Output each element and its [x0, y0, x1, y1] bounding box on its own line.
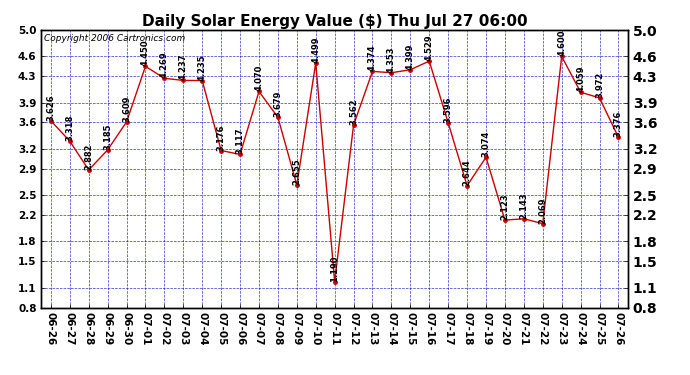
Text: 3.562: 3.562 — [349, 98, 358, 125]
Text: 4.237: 4.237 — [179, 54, 188, 80]
Text: 4.399: 4.399 — [406, 44, 415, 70]
Text: 3.117: 3.117 — [235, 128, 244, 154]
Text: 4.529: 4.529 — [425, 34, 434, 61]
Text: 4.450: 4.450 — [141, 40, 150, 66]
Title: Daily Solar Energy Value ($) Thu Jul 27 06:00: Daily Solar Energy Value ($) Thu Jul 27 … — [142, 14, 527, 29]
Text: 2.644: 2.644 — [462, 159, 471, 186]
Text: 2.655: 2.655 — [293, 158, 302, 185]
Text: 3.176: 3.176 — [217, 124, 226, 150]
Text: 2.143: 2.143 — [520, 192, 529, 219]
Text: 4.070: 4.070 — [255, 65, 264, 92]
Text: 4.353: 4.353 — [387, 46, 396, 73]
Text: 3.596: 3.596 — [444, 96, 453, 123]
Text: 4.374: 4.374 — [368, 45, 377, 71]
Text: 2.882: 2.882 — [84, 144, 93, 170]
Text: 4.059: 4.059 — [576, 66, 585, 92]
Text: 4.600: 4.600 — [558, 30, 566, 56]
Text: 3.185: 3.185 — [103, 123, 112, 150]
Text: 2.069: 2.069 — [538, 197, 547, 223]
Text: 3.679: 3.679 — [273, 91, 282, 117]
Text: 4.269: 4.269 — [160, 52, 169, 78]
Text: 3.376: 3.376 — [614, 111, 623, 137]
Text: 4.499: 4.499 — [311, 37, 320, 63]
Text: 3.318: 3.318 — [66, 115, 75, 141]
Text: 3.609: 3.609 — [122, 96, 131, 122]
Text: 4.235: 4.235 — [198, 54, 207, 81]
Text: 3.626: 3.626 — [46, 94, 55, 121]
Text: 3.074: 3.074 — [482, 131, 491, 157]
Text: 1.190: 1.190 — [330, 255, 339, 282]
Text: Copyright 2006 Cartronics.com: Copyright 2006 Cartronics.com — [44, 34, 186, 43]
Text: 2.123: 2.123 — [500, 194, 509, 220]
Text: 3.972: 3.972 — [595, 72, 604, 98]
